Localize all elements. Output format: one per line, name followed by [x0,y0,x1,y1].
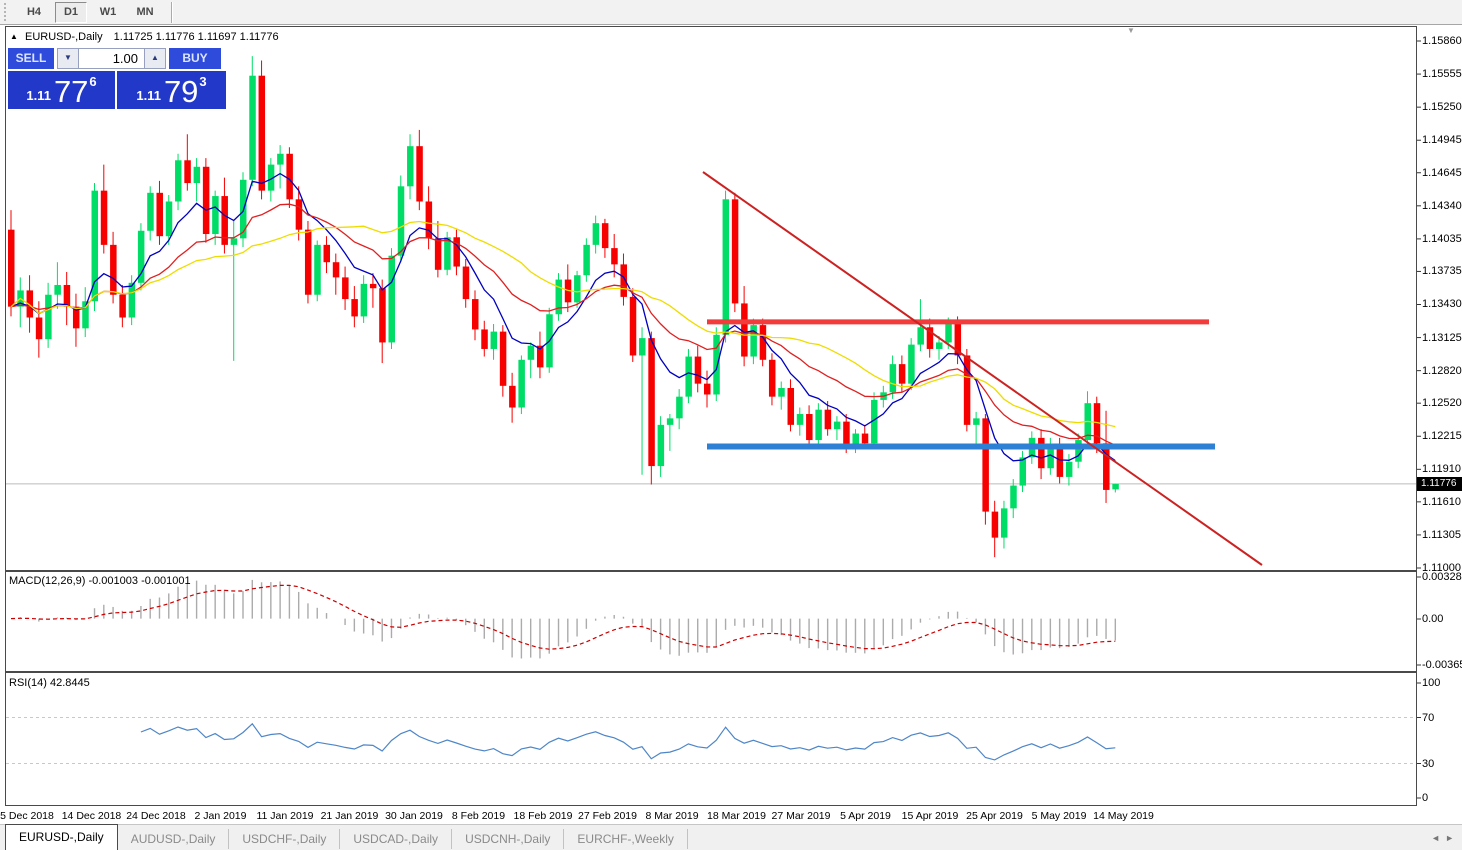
tab-scroll-left-icon[interactable]: ◄ [1431,833,1440,843]
sell-button[interactable]: SELL [8,48,54,69]
symbol-tab-bar: EURUSD-,Daily AUDUSD-,Daily USDCHF-,Daily U… [0,824,1462,850]
price-axis-tick: 1.13430 [1422,298,1462,311]
price-axis-tick: 1.12215 [1422,430,1462,443]
date-axis-label: 5 Apr 2019 [840,810,891,822]
buy-button[interactable]: BUY [169,48,221,69]
rsi-axis-tick: 30 [1422,757,1435,770]
price-axis-tick: 1.14035 [1422,232,1462,245]
price-axis-tick: 1.14645 [1422,166,1462,179]
current-price-tag: 1.11776 [1417,476,1462,491]
symbol-tab-usdchf[interactable]: USDCHF-,Daily [229,829,341,849]
date-axis-label: 14 May 2019 [1093,810,1154,822]
timeframe-button-d1[interactable]: D1 [55,1,87,23]
timeframe-toolbar: H4 D1 W1 MN [0,0,1462,25]
date-axis-label: 11 Jan 2019 [256,810,314,822]
date-axis-label: 5 Dec 2018 [0,810,54,822]
price-axis-tick: 1.11910 [1422,463,1461,476]
rsi-axis-tick: 100 [1422,677,1441,689]
date-axis-label: 27 Feb 2019 [578,810,637,822]
macd-axis-tick: 0.00 [1422,613,1444,625]
price-axis-tick: 1.15555 [1422,68,1462,81]
symbol-tab-eurchf[interactable]: EURCHF-,Weekly [564,829,688,849]
rsi-label: RSI(14) 42.8445 [9,677,90,689]
price-axis-tick: 1.14340 [1422,199,1462,212]
price-axis-tick: 1.12820 [1422,364,1462,377]
toolbar-grip-handle[interactable] [4,3,10,21]
sell-price-display[interactable]: 1.11 77 6 [8,71,115,109]
date-axis-label: 30 Jan 2019 [385,810,443,822]
volume-increase-button[interactable]: ▲ [144,48,166,69]
chart-header: ▲ EURUSD-,Daily 1.11725 1.11776 1.11697 … [10,31,279,43]
date-axis-label: 18 Feb 2019 [513,810,573,822]
chart-symbol-label: EURUSD-,Daily [24,31,103,43]
chart-shift-marker-icon[interactable]: ▼ [1127,26,1135,35]
date-axis-label: 8 Feb 2019 [451,810,506,822]
price-axis-tick: 1.11305 [1422,528,1461,541]
price-axis-tick: 1.11610 [1422,495,1461,508]
symbol-tab-eurusd[interactable]: EURUSD-,Daily [5,824,118,850]
rsi-axis-tick: 0 [1422,792,1429,804]
one-click-trade-panel: SELL ▼ ▲ BUY 1.11 77 6 1.11 79 3 [8,48,228,109]
volume-input[interactable] [79,48,144,69]
macd-label: MACD(12,26,9) -0.001003 -0.001001 [9,575,191,587]
sell-price-prefix: 1.11 [26,88,51,103]
symbol-tab-audusd[interactable]: AUDUSD-,Daily [118,829,230,849]
date-axis-label: 21 Jan 2019 [320,810,379,822]
buy-price-pipette: 3 [199,74,207,89]
buy-price-prefix: 1.11 [136,88,161,103]
date-axis-label: 18 Mar 2019 [707,810,766,822]
tab-scroll-right-icon[interactable]: ► [1445,833,1454,843]
timeframe-button-w1[interactable]: W1 [99,5,117,18]
timeframe-button-h4[interactable]: H4 [26,5,42,18]
chart-ohlc-values: 1.11725 1.11776 1.11697 1.11776 [113,31,279,43]
date-axis-label: 2 Jan 2019 [194,810,247,822]
price-axis-tick: 1.14945 [1422,134,1462,147]
price-axis-tick: 1.15860 [1422,35,1462,47]
date-axis-label: 27 Mar 2019 [771,810,831,822]
rsi-axis-tick: 70 [1422,711,1435,724]
date-axis-label: 8 Mar 2019 [645,810,699,822]
sell-price-pipette: 6 [89,74,97,89]
toolbar-separator [171,1,173,23]
date-axis-label: 14 Dec 2018 [61,810,122,822]
date-axis-label: 25 Apr 2019 [966,810,1023,822]
date-axis-label: 15 Apr 2019 [901,810,959,822]
price-axis-tick: 1.12520 [1422,397,1462,410]
buy-price-big: 79 [163,74,199,109]
symbol-tab-usdcad[interactable]: USDCAD-,Daily [340,829,453,849]
macd-axis-tick: 0.003287 [1422,571,1462,583]
volume-decrease-button[interactable]: ▼ [57,48,79,69]
symbol-tab-usdcnh[interactable]: USDCNH-,Daily [452,829,565,849]
date-axis-label: 5 May 2019 [1031,810,1087,822]
macd-axis-tick: -0.003659 [1422,659,1462,671]
date-axis-label: 24 Dec 2018 [126,810,186,822]
price-axis-tick: 1.15250 [1422,101,1462,114]
timeframe-button-mn[interactable]: MN [136,5,154,18]
sell-price-big: 77 [53,74,89,109]
price-axis-tick: 1.13735 [1422,265,1462,278]
price-axis-tick: 1.13125 [1422,331,1462,344]
buy-price-display[interactable]: 1.11 79 3 [117,71,226,109]
collapse-icon[interactable]: ▲ [10,32,18,41]
price-axis-tick: 1.11000 [1422,561,1461,574]
